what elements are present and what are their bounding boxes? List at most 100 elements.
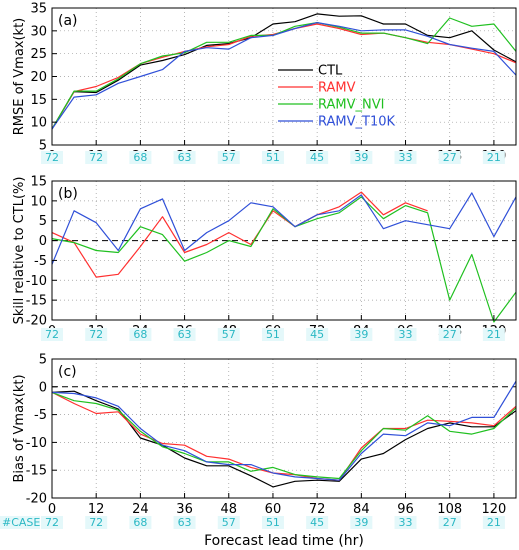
x-tick-label: 12 xyxy=(88,502,105,517)
series-line-ramv-nvi xyxy=(51,196,517,323)
case-count: 72 xyxy=(89,328,103,341)
x-tick-label: 36 xyxy=(176,502,193,517)
y-tick-label: 10 xyxy=(30,116,47,131)
case-count-background xyxy=(350,151,373,164)
y-tick-label: 10 xyxy=(30,194,47,209)
series-line-ctl xyxy=(51,13,517,130)
y-tick-label: 35 xyxy=(30,2,47,17)
x-tick-label: 0 xyxy=(48,502,56,517)
case-count-background xyxy=(261,328,284,341)
case-count: 68 xyxy=(133,516,147,529)
case-count-background xyxy=(394,151,417,164)
y-axis-title: Bias of Vmax(kt) xyxy=(12,374,27,482)
y-tick-label: 5 xyxy=(39,353,47,368)
panel-b: -20-15-10-505101501224364860728496108120… xyxy=(12,175,517,341)
series-line-ramv xyxy=(51,191,428,278)
series-line-ctl xyxy=(51,390,517,488)
case-count: 57 xyxy=(222,516,236,529)
case-count: 27 xyxy=(443,516,457,529)
series-line-ramv-nvi xyxy=(51,391,517,480)
case-count-background xyxy=(129,151,152,164)
case-count: 72 xyxy=(45,151,59,164)
case-count-background xyxy=(482,328,505,341)
case-label-background xyxy=(0,516,40,529)
x-tick-label: 48 xyxy=(220,502,237,517)
case-count: 57 xyxy=(222,328,236,341)
case-count: 39 xyxy=(354,516,368,529)
series-line-ramv-t10k xyxy=(51,192,517,265)
case-count-background xyxy=(217,328,240,341)
x-tick-label: 60 xyxy=(265,502,282,517)
series-line-ramv-nvi xyxy=(51,17,517,130)
plot-frame xyxy=(51,180,517,321)
series-line-ramv-t10k xyxy=(51,22,517,130)
x-axis-title: Forecast lead time (hr) xyxy=(204,533,364,549)
x-tick-label: 120 xyxy=(481,502,506,517)
case-count-background xyxy=(173,516,196,529)
case-count: 72 xyxy=(45,328,59,341)
case-count-background xyxy=(261,151,284,164)
case-count-background xyxy=(217,516,240,529)
case-count: 68 xyxy=(133,328,147,341)
panel-label: (c) xyxy=(58,364,77,380)
case-count: 68 xyxy=(133,151,147,164)
panel-label: (a) xyxy=(58,13,78,29)
legend-entry: CTL xyxy=(318,64,343,79)
y-tick-label: -5 xyxy=(34,254,47,269)
x-tick-label: 84 xyxy=(353,502,370,517)
panel-c: -20 -15 -10 -5 0 5 0 12 24 36 48 60 72 84 96 108 120 (c) B… xyxy=(0,353,517,529)
case-count-background xyxy=(438,151,461,164)
case-count-background xyxy=(41,151,63,164)
case-count-background xyxy=(438,328,461,341)
case-count: 45 xyxy=(310,516,324,529)
y-tick-label: 5 xyxy=(39,139,47,154)
series-line-ramv-t10k xyxy=(51,380,517,481)
case-count-background xyxy=(85,328,108,341)
case-count: 33 xyxy=(399,516,413,529)
case-count-background xyxy=(85,151,108,164)
plot-frame xyxy=(51,358,517,499)
case-count-background xyxy=(350,328,373,341)
case-count-background xyxy=(41,516,63,529)
y-tick-label: 30 xyxy=(30,24,47,39)
y-tick-label: 5 xyxy=(39,214,47,229)
case-count: 33 xyxy=(399,151,413,164)
case-count-background xyxy=(173,328,196,341)
case-count-background xyxy=(306,151,329,164)
x-tick-label: 108 xyxy=(437,502,462,517)
case-count-background xyxy=(85,516,108,529)
y-tick-label: 25 xyxy=(30,47,47,62)
legend: CTL RAMV RAMV_NVI RAMV_T10K xyxy=(278,64,395,130)
y-tick-label: 15 xyxy=(30,175,47,190)
legend-entry: RAMV_T10K xyxy=(318,115,395,130)
case-count: 39 xyxy=(354,328,368,341)
y-axis-title: Skill relative to CTL(%) xyxy=(12,177,27,325)
case-count: 21 xyxy=(487,516,501,529)
case-count: 45 xyxy=(310,328,324,341)
case-count: 63 xyxy=(178,328,192,341)
y-tick-label: -10 xyxy=(26,436,47,451)
case-count: 33 xyxy=(399,328,413,341)
case-count-background xyxy=(41,328,63,341)
case-count-background xyxy=(217,151,240,164)
y-tick-label: -15 xyxy=(26,464,47,479)
case-count: 21 xyxy=(487,151,501,164)
case-count-background xyxy=(482,516,505,529)
case-count-row: 72 72 68 63 57 51 45 39 33 27 21 #CASE xyxy=(0,516,505,529)
case-count-background xyxy=(261,516,284,529)
y-tick-label: -20 xyxy=(26,314,47,329)
y-tick-label: 15 xyxy=(30,93,47,108)
x-tick-label: 96 xyxy=(397,502,414,517)
case-count-row: 72 72 68 63 57 51 45 39 33 27 21 xyxy=(41,151,505,164)
x-tick-label: 24 xyxy=(132,502,149,517)
case-count: 63 xyxy=(178,151,192,164)
case-count-background xyxy=(306,516,329,529)
series-line-ramv xyxy=(51,391,517,481)
case-count: 21 xyxy=(487,328,501,341)
case-count-background xyxy=(306,328,329,341)
case-count-background xyxy=(129,516,152,529)
case-count-background xyxy=(350,516,373,529)
case-count-background xyxy=(173,151,196,164)
case-count: 63 xyxy=(178,516,192,529)
